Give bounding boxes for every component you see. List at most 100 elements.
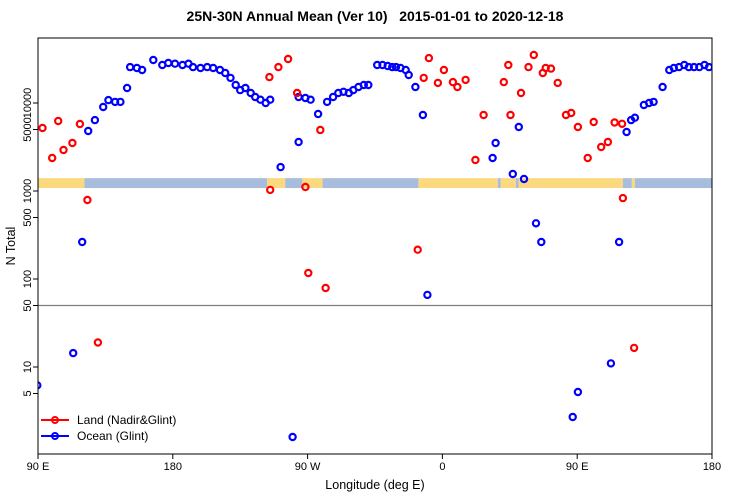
data-point-ocean [125,62,135,72]
data-point-land [589,117,598,127]
terrain-band [38,178,712,189]
y-tick-label: 5000 [22,117,34,141]
data-point-land [617,119,627,129]
data-point-land [471,155,480,165]
data-point-land [439,65,449,75]
x-tick-label: 0 [439,461,445,473]
data-point-land [83,195,92,205]
data-point-land [546,64,556,73]
data-point-ocean [644,98,654,108]
ocean-circle-icon [51,432,59,440]
land-marker-icon [41,415,69,425]
legend-label-land: Land (Nadir&Glint) [77,413,177,427]
data-point-ocean [423,290,432,300]
legend: Land (Nadir&Glint) Ocean (Glint) [41,412,176,444]
data-point-ocean [514,122,524,132]
data-point-ocean [226,73,235,83]
data-point-land [453,82,462,92]
terrain-band-segment-ocean [497,178,501,189]
data-point-land [567,108,576,118]
data-point-land [479,110,488,120]
y-tick-label: 5 [22,390,34,396]
data-point-land [75,119,85,129]
terrain-band-segment-land [418,178,498,189]
terrain-band-segment-land [518,178,623,189]
data-point-ocean [196,63,205,73]
data-point-land [524,62,533,72]
data-point-ocean [231,80,240,90]
data-point-ocean [241,83,250,93]
chart-title: 25N-30N Annual Mean (Ver 10) 2015-01-01 … [186,8,564,24]
data-point-land [516,88,526,98]
data-point-land [597,142,606,152]
data-point-ocean [37,381,42,390]
data-point-ocean [220,68,230,78]
terrain-band-segment-ocean [84,178,268,189]
terrain-band-segment-ocean [515,178,519,189]
data-point-ocean [488,153,497,163]
land-circle-icon [51,416,59,424]
data-point-ocean [313,109,323,119]
data-point-ocean [288,432,297,442]
data-point-land [506,110,515,120]
data-point-land [583,153,592,163]
data-point-ocean [704,62,713,72]
data-point-ocean [491,138,500,148]
ocean-marker-icon [41,431,69,441]
terrain-band-segment-ocean [285,178,303,189]
plot-border [37,37,713,455]
terrain-band-segment-ocean [634,178,712,189]
data-point-ocean [208,63,218,73]
x-tick-label: 180 [164,461,182,473]
data-point-land [265,72,274,82]
data-point-land [93,338,103,347]
data-point-ocean [104,95,113,105]
legend-item-land: Land (Nadir&Glint) [41,412,176,428]
data-point-ocean [531,219,541,228]
data-point-ocean [83,126,93,136]
data-point-ocean [649,97,658,107]
data-point-land [316,125,325,135]
data-point-ocean [122,83,132,93]
data-point-land [68,138,77,148]
data-point-ocean [322,97,332,107]
y-tick-label: 1000 [22,179,34,203]
data-point-land [433,78,443,88]
data-point-ocean [614,237,624,247]
data-point-ocean [266,95,275,104]
data-point-land [499,77,508,87]
data-point-ocean [149,55,158,65]
data-point-ocean [328,92,338,102]
data-point-land [461,75,470,85]
data-point-ocean [77,237,87,247]
data-point-ocean [411,82,420,92]
y-tick-label: 10000 [22,88,34,119]
x-axis-title: Longitude (deg E) [325,478,425,492]
legend-item-ocean: Ocean (Glint) [41,428,176,444]
data-point-ocean [383,61,392,71]
data-point-land [59,145,68,155]
data-point-ocean [276,162,285,172]
y-axis-title: N Total [4,226,18,266]
terrain-band-segment-land [302,178,323,189]
terrain-band-segment-ocean [322,178,419,189]
data-point-ocean [306,95,315,104]
data-point-land [48,153,57,163]
data-point-ocean [164,58,173,68]
y-tick-label: 100 [22,270,34,288]
data-point-land [448,77,458,87]
data-point-land [274,62,283,72]
data-point-ocean [630,113,640,122]
x-tick-label: 90 E [27,461,50,473]
data-point-land [413,245,422,254]
data-point-land [504,60,513,70]
x-tick-label: 180 [703,461,721,473]
terrain-band-segment-land [38,178,85,189]
data-point-ocean [90,115,100,125]
data-point-ocean [508,169,517,179]
x-tick-label: 90 W [295,461,321,473]
data-point-ocean [519,174,529,184]
data-point-ocean [606,359,616,368]
data-point-land [618,193,628,203]
